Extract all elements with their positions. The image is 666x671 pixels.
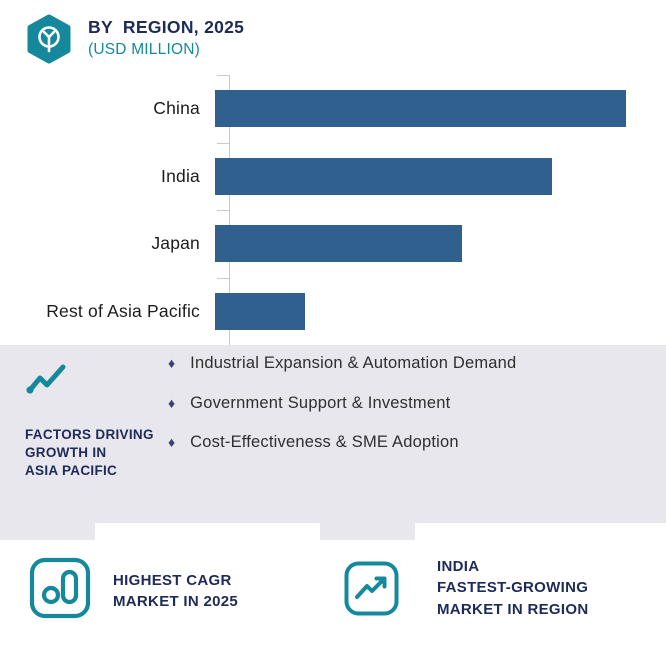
list-item: ♦ Industrial Expansion & Automation Dema… bbox=[168, 352, 658, 375]
axis-tick bbox=[217, 142, 229, 144]
hexagon-logo-icon bbox=[24, 13, 74, 65]
diamond-bullet-icon: ♦ bbox=[168, 355, 176, 371]
factor-text: Cost-Effectiveness & SME Adoption bbox=[190, 433, 459, 451]
trending-up-icon bbox=[343, 560, 400, 617]
factors-list: ♦ Industrial Expansion & Automation Dema… bbox=[168, 352, 658, 471]
category-label: Rest of Asia Pacific bbox=[46, 300, 200, 321]
stat-label-highest-cagr: HIGHEST CAGR MARKET IN 2025 bbox=[113, 572, 239, 611]
axis-tick bbox=[217, 210, 229, 211]
category-label: Japan bbox=[151, 233, 200, 254]
chart-header: BY REGION, 2025 (USD MILLION) bbox=[88, 17, 244, 59]
category-label: China bbox=[153, 98, 200, 119]
factors-heading: FACTORS DRIVING GROWTH IN ASIA PACIFIC bbox=[25, 427, 154, 479]
factor-text: Government Support & Investment bbox=[190, 393, 451, 412]
diamond-bullet-icon: ♦ bbox=[168, 434, 176, 450]
bar-india bbox=[215, 157, 553, 195]
factors-panel: FACTORS DRIVING GROWTH IN ASIA PACIFIC ♦… bbox=[0, 345, 666, 523]
chart-units: (USD MILLION) bbox=[88, 41, 200, 58]
bar-china bbox=[215, 90, 626, 128]
bar-rest-of-asia-pacific bbox=[215, 292, 306, 330]
chart-row: China bbox=[0, 75, 666, 143]
bar-chart-rows: China India Japan Rest of Asia Pacific bbox=[0, 75, 666, 345]
chart-row: India bbox=[0, 143, 666, 211]
diamond-bullet-icon: ♦ bbox=[168, 394, 176, 411]
category-label: India bbox=[161, 165, 200, 186]
stat-label-fastest-growing: INDIA FASTEST-GROWING MARKET IN REGION bbox=[437, 558, 589, 618]
list-item: ♦ Government Support & Investment bbox=[168, 392, 658, 415]
chart-row: Japan bbox=[0, 210, 666, 278]
panel-edge-decoration bbox=[320, 523, 415, 540]
factor-text: Industrial Expansion & Automation Demand bbox=[190, 354, 517, 372]
axis-tick bbox=[217, 277, 229, 279]
axis-tick bbox=[217, 75, 229, 76]
chart-title: BY REGION, 2025 bbox=[88, 17, 245, 37]
chart-row: Rest of Asia Pacific bbox=[0, 278, 666, 346]
line-chart-icon bbox=[25, 362, 71, 402]
cagr-bars-icon bbox=[28, 556, 92, 620]
bar-japan bbox=[215, 225, 462, 263]
y-axis-line bbox=[229, 75, 230, 345]
bar-chart: China India Japan Rest of Asia Pacific bbox=[0, 75, 666, 346]
panel-edge-decoration bbox=[0, 523, 95, 540]
list-item: ♦ Cost-Effectiveness & SME Adoption bbox=[168, 431, 658, 454]
